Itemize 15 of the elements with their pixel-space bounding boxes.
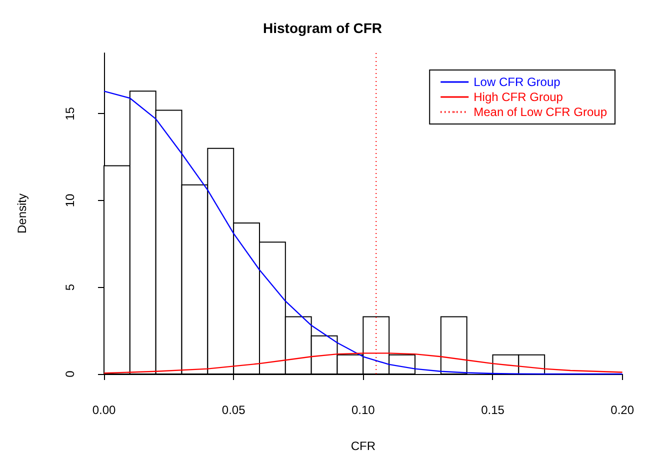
legend-label: Low CFR Group bbox=[474, 75, 561, 89]
legend-label: High CFR Group bbox=[474, 90, 564, 104]
x-tick-label: 0.20 bbox=[610, 403, 634, 417]
x-tick-label: 0.05 bbox=[222, 403, 246, 417]
y-axis-title: Density bbox=[15, 193, 29, 234]
y-tick-label: 0 bbox=[63, 370, 77, 378]
x-tick-label: 0.15 bbox=[481, 403, 505, 417]
x-axis-title: CFR bbox=[350, 439, 376, 453]
y-tick-label: 5 bbox=[63, 284, 77, 291]
x-tick-label: 0.10 bbox=[351, 403, 376, 417]
ref-line-label: Mean of Low CFR Group bbox=[474, 105, 608, 119]
y-tick-label: 15 bbox=[63, 106, 77, 120]
chart-title: Histogram of CFR bbox=[263, 20, 382, 36]
y-tick-label: 10 bbox=[63, 193, 77, 208]
x-tick-label: 0.00 bbox=[92, 403, 116, 417]
